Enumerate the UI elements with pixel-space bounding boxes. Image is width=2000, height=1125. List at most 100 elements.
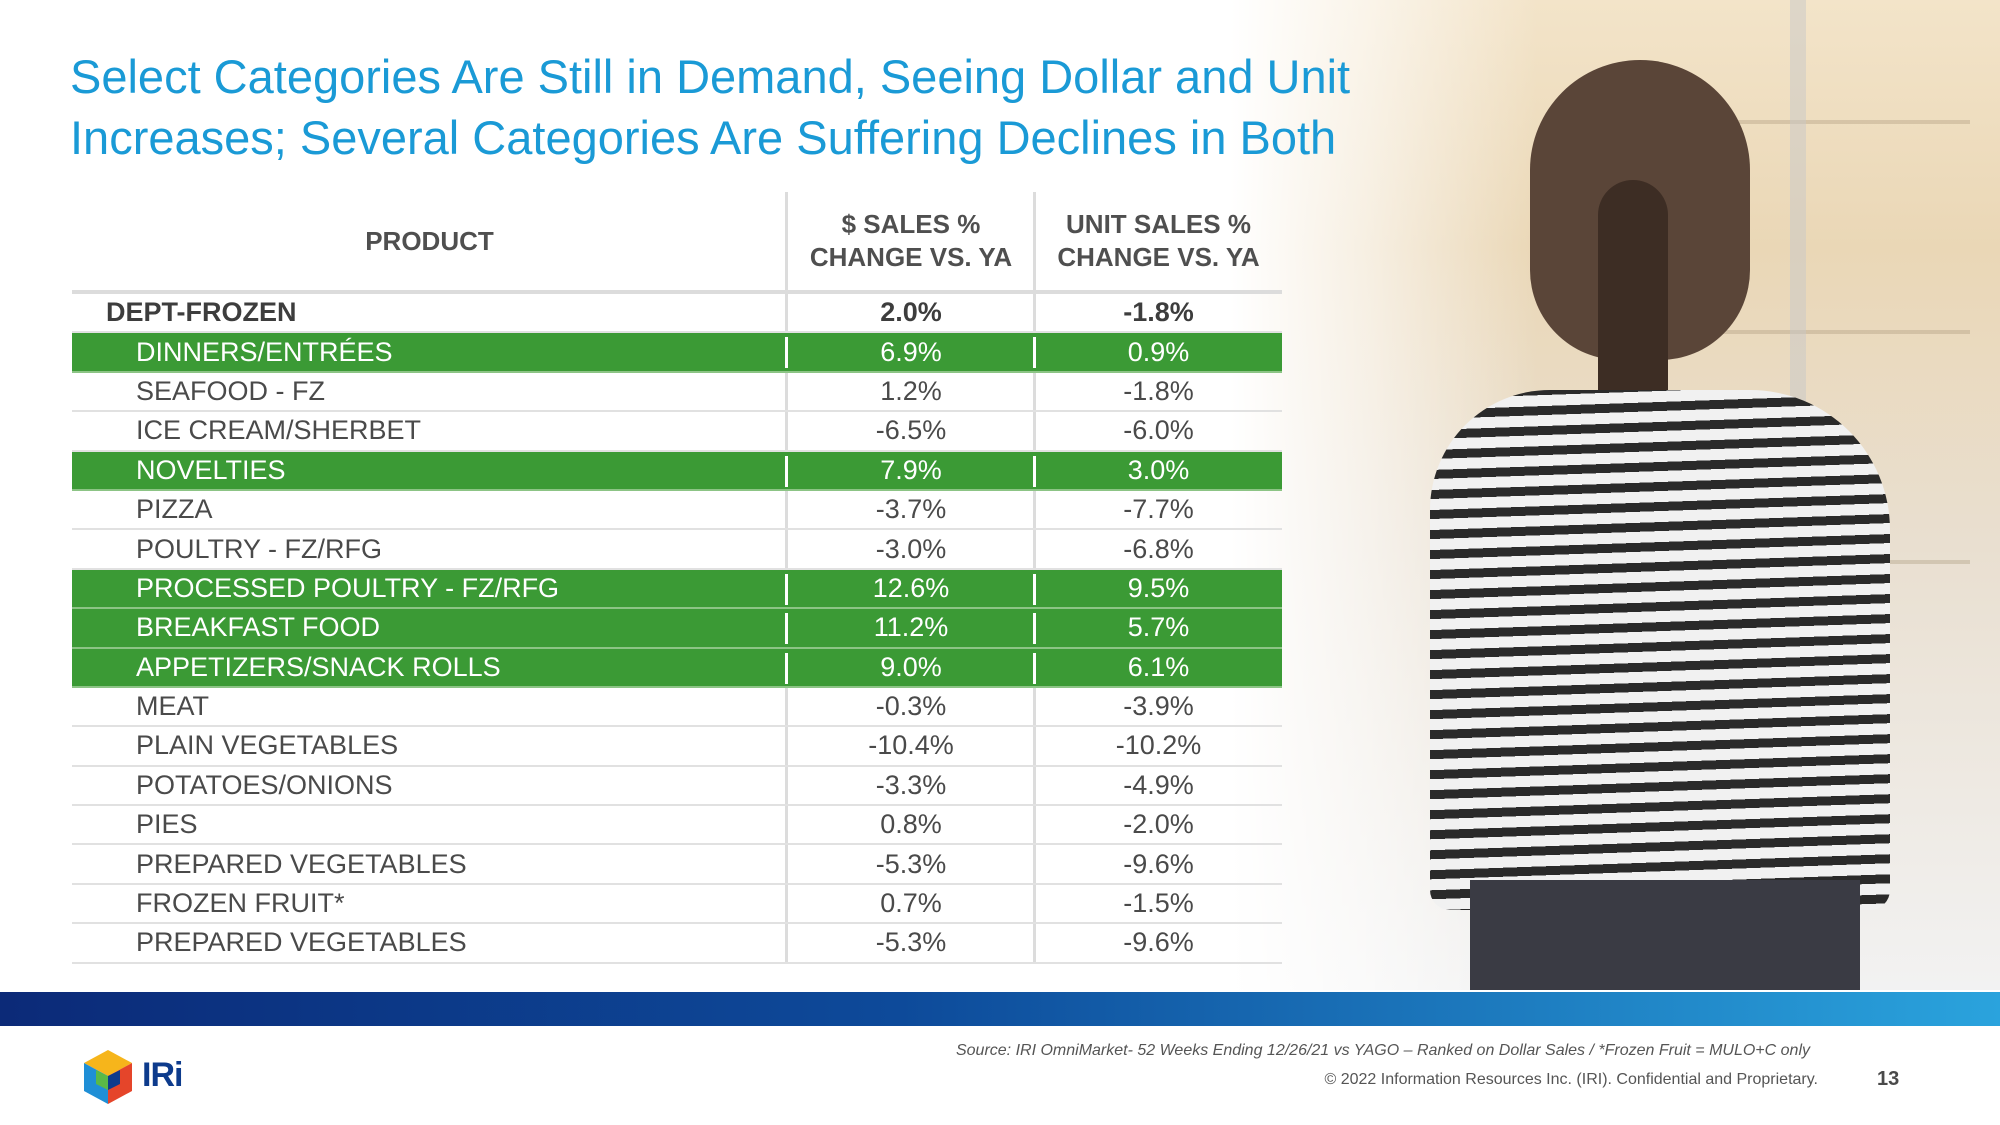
freezer-shelf bbox=[1710, 330, 1970, 334]
freezer-shelf bbox=[1710, 120, 1970, 124]
table-row: FROZEN FRUIT* 0.7% -1.5% bbox=[72, 885, 1282, 925]
cell-divider bbox=[785, 652, 788, 684]
cell-unit-change: -1.5% bbox=[1123, 888, 1194, 919]
table-row: APPETIZERS/SNACK ROLLS 9.0% 6.1% bbox=[72, 648, 1282, 688]
cell-divider bbox=[1033, 455, 1036, 487]
shopper-photo bbox=[1230, 0, 2000, 990]
cell-dollar-change: 9.0% bbox=[880, 651, 942, 682]
cell-divider bbox=[785, 455, 788, 487]
table-body: DEPT-FROZEN 2.0% -1.8% DINNERS/ENTRÉES 6.9% 0… bbox=[72, 294, 1282, 964]
header-unit-line2: CHANGE VS. YA bbox=[1057, 242, 1260, 272]
cell-product: POULTRY - FZ/RFG bbox=[136, 533, 383, 564]
cell-product: DINNERS/ENTRÉES bbox=[136, 336, 393, 367]
cell-dollar-change: 11.2% bbox=[873, 612, 949, 643]
cell-dollar-change: 12.6% bbox=[872, 572, 950, 603]
cell-dollar-change: -3.0% bbox=[875, 533, 947, 564]
cell-product: DEPT-FROZEN bbox=[106, 297, 297, 328]
cell-dollar-change: 2.0% bbox=[880, 297, 942, 328]
cell-product: PROCESSED POULTRY - FZ/RFG bbox=[136, 572, 560, 603]
footer-band bbox=[0, 992, 2000, 1026]
header-dollar-line1: $ SALES % bbox=[841, 209, 981, 239]
cell-product: PREPARED VEGETABLES bbox=[136, 848, 467, 879]
table-header: PRODUCT $ SALES % CHANGE VS. YA UNIT SALE… bbox=[72, 192, 1282, 294]
cell-product: PIZZA bbox=[136, 494, 213, 525]
cell-dollar-change: 1.2% bbox=[880, 375, 942, 406]
cell-product: SEAFOOD - FZ bbox=[136, 375, 325, 406]
table-row: PREPARED VEGETABLES -5.3% -9.6% bbox=[72, 924, 1282, 964]
page-number: 13 bbox=[1877, 1068, 1900, 1090]
cell-dollar-change: -6.5% bbox=[875, 415, 947, 446]
cell-dollar-change: -5.3% bbox=[875, 927, 947, 958]
cell-divider bbox=[1033, 573, 1036, 605]
header-unit-sales: UNIT SALES % CHANGE VS. YA bbox=[1035, 192, 1282, 290]
table-row: PREPARED VEGETABLES -5.3% -9.6% bbox=[72, 845, 1282, 885]
cell-unit-change: -7.7% bbox=[1123, 494, 1194, 525]
cell-unit-change: -1.8% bbox=[1123, 375, 1194, 406]
cell-unit-change: -6.0% bbox=[1123, 415, 1194, 446]
cell-unit-change: -6.8% bbox=[1123, 533, 1194, 564]
cell-divider bbox=[1033, 337, 1036, 369]
cell-dollar-change: 0.8% bbox=[880, 809, 942, 840]
source-note: Source: IRI OmniMarket- 52 Weeks Ending … bbox=[955, 1042, 1810, 1059]
cell-product: POTATOES/ONIONS bbox=[136, 769, 393, 800]
table-row: PIES 0.8% -2.0% bbox=[72, 806, 1282, 846]
table-row: POTATOES/ONIONS -3.3% -4.9% bbox=[72, 767, 1282, 807]
cell-unit-change: -4.9% bbox=[1123, 769, 1194, 800]
cell-unit-change: 9.5% bbox=[1127, 572, 1190, 603]
shopper-striped-shirt bbox=[1430, 390, 1890, 910]
table-row-department: DEPT-FROZEN 2.0% -1.8% bbox=[72, 294, 1282, 334]
cell-unit-change: -10.2% bbox=[1115, 730, 1202, 761]
cell-dollar-change: -3.3% bbox=[875, 769, 947, 800]
header-product: PRODUCT bbox=[365, 225, 494, 256]
cell-divider bbox=[785, 573, 788, 605]
cell-dollar-change: -3.7% bbox=[875, 494, 947, 525]
header-dollar-sales: $ SALES % CHANGE VS. YA bbox=[787, 192, 1035, 290]
table-row: PLAIN VEGETABLES -10.4% -10.2% bbox=[72, 727, 1282, 767]
cell-divider bbox=[785, 613, 788, 645]
slide-title: Select Categories Are Still in Demand, S… bbox=[70, 50, 1351, 164]
cell-unit-change: -2.0% bbox=[1123, 809, 1194, 840]
cell-unit-change: -1.8% bbox=[1123, 297, 1194, 328]
cell-product: FROZEN FRUIT* bbox=[136, 888, 345, 919]
cell-product: APPETIZERS/SNACK ROLLS bbox=[136, 651, 501, 682]
cell-dollar-change: 0.7% bbox=[880, 888, 942, 919]
cell-divider bbox=[1033, 652, 1036, 684]
table-row: SEAFOOD - FZ 1.2% -1.8% bbox=[72, 373, 1282, 413]
table-row: ICE CREAM/SHERBET -6.5% -6.0% bbox=[72, 412, 1282, 452]
table-row: MEAT -0.3% -3.9% bbox=[72, 688, 1282, 728]
cell-unit-change: -9.6% bbox=[1123, 927, 1194, 958]
table-row: BREAKFAST FOOD 11.2% 5.7% bbox=[72, 609, 1282, 649]
cell-dollar-change: 7.9% bbox=[880, 454, 942, 485]
cell-product: PIES bbox=[136, 809, 198, 840]
cell-unit-change: 3.0% bbox=[1127, 454, 1190, 485]
cell-divider bbox=[785, 337, 788, 369]
cell-product: MEAT bbox=[136, 691, 209, 722]
cell-unit-change: 0.9% bbox=[1127, 336, 1190, 367]
cell-product: PREPARED VEGETABLES bbox=[136, 927, 467, 958]
cell-unit-change: -3.9% bbox=[1123, 691, 1194, 722]
table-row: NOVELTIES 7.9% 3.0% bbox=[72, 451, 1282, 491]
table-row: DINNERS/ENTRÉES 6.9% 0.9% bbox=[72, 333, 1282, 373]
cell-product: ICE CREAM/SHERBET bbox=[136, 415, 422, 446]
copyright-note: © 2022 Information Resources Inc. (IRI).… bbox=[1324, 1071, 1819, 1088]
cell-product: PLAIN VEGETABLES bbox=[136, 730, 399, 761]
header-dollar-line2: CHANGE VS. YA bbox=[809, 242, 1013, 272]
iri-logo-text: IRi bbox=[142, 1056, 183, 1094]
shopper-pants bbox=[1470, 880, 1860, 990]
sales-table: PRODUCT $ SALES % CHANGE VS. YA UNIT SALE… bbox=[72, 192, 1282, 964]
cell-dollar-change: -0.3% bbox=[875, 691, 947, 722]
cell-unit-change: -9.6% bbox=[1123, 848, 1194, 879]
header-unit-line1: UNIT SALES % bbox=[1066, 209, 1251, 239]
cell-product: NOVELTIES bbox=[136, 454, 286, 485]
cell-dollar-change: -5.3% bbox=[875, 848, 947, 879]
table-row: PIZZA -3.7% -7.7% bbox=[72, 491, 1282, 531]
cell-product: BREAKFAST FOOD bbox=[136, 612, 381, 643]
cell-divider bbox=[1033, 613, 1036, 645]
cell-unit-change: 6.1% bbox=[1127, 651, 1190, 682]
cell-dollar-change: 6.9% bbox=[880, 336, 942, 367]
table-row: PROCESSED POULTRY - FZ/RFG 12.6% 9.5% bbox=[72, 569, 1282, 610]
cell-unit-change: 5.7% bbox=[1127, 612, 1190, 643]
iri-logo-icon bbox=[84, 1050, 132, 1104]
table-row: POULTRY - FZ/RFG -3.0% -6.8% bbox=[72, 530, 1282, 570]
cell-dollar-change: -10.4% bbox=[868, 730, 954, 761]
